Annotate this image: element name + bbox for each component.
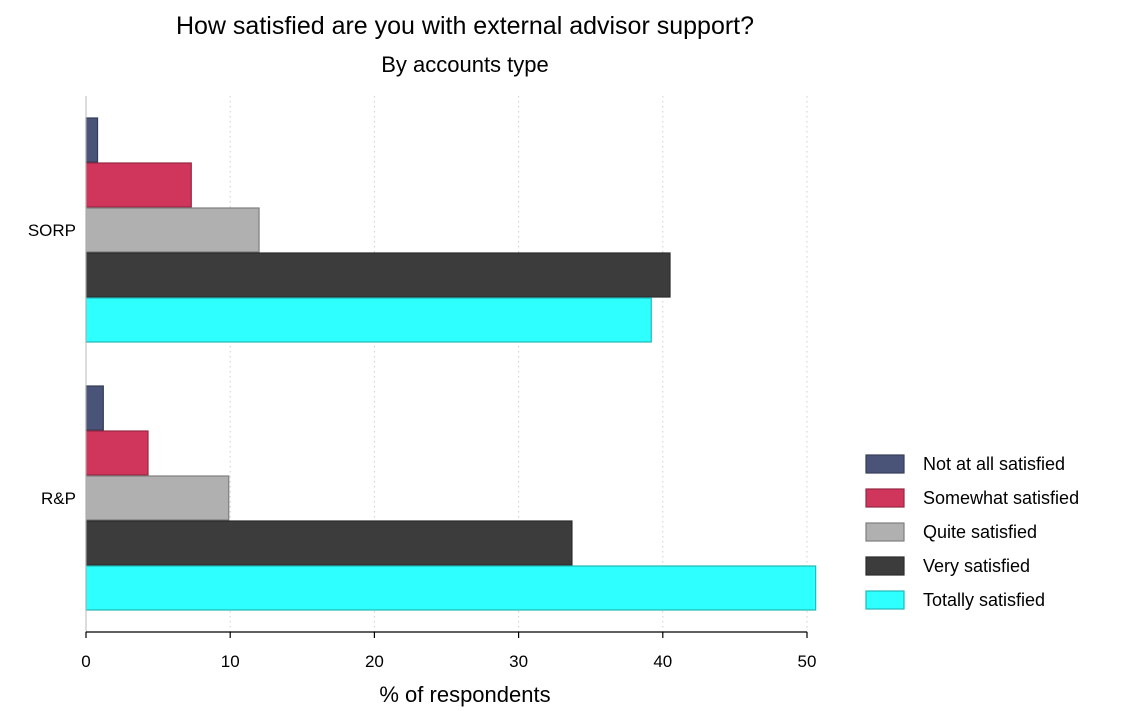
legend: Not at all satisfied Somewhat satisfied Qu… [865, 454, 1079, 610]
bar [85, 565, 817, 611]
legend-swatch [865, 590, 905, 610]
legend-label: Somewhat satisfied [923, 488, 1079, 508]
legend-swatch [865, 522, 905, 542]
x-axis-ticks: 0 10 20 30 40 50 [81, 632, 816, 671]
bar [85, 520, 573, 566]
legend-label: Quite satisfied [923, 522, 1037, 542]
bar [85, 207, 260, 253]
legend-label: Totally satisfied [923, 590, 1045, 610]
bar [85, 117, 99, 163]
x-tick-label: 20 [365, 652, 384, 671]
bar [85, 475, 230, 521]
legend-swatch [865, 454, 905, 474]
category-label: R&P [41, 489, 76, 508]
category-labels: SORP R&P [28, 221, 76, 508]
bars-group [85, 117, 817, 611]
bar [85, 162, 192, 208]
chart-subtitle: By accounts type [381, 52, 549, 77]
bar [85, 385, 104, 431]
legend-label: Very satisfied [923, 556, 1030, 576]
legend-swatch [865, 488, 905, 508]
bar [85, 297, 652, 343]
x-tick-label: 0 [81, 652, 90, 671]
x-tick-label: 40 [653, 652, 672, 671]
legend-swatch [865, 556, 905, 576]
legend-label: Not at all satisfied [923, 454, 1065, 474]
bar [85, 430, 149, 476]
chart-title: How satisfied are you with external advi… [176, 12, 754, 40]
x-axis-label: % of respondents [379, 682, 550, 707]
x-tick-label: 30 [509, 652, 528, 671]
x-tick-label: 50 [798, 652, 817, 671]
bar [85, 252, 671, 298]
category-label: SORP [28, 221, 76, 240]
x-tick-label: 10 [221, 652, 240, 671]
